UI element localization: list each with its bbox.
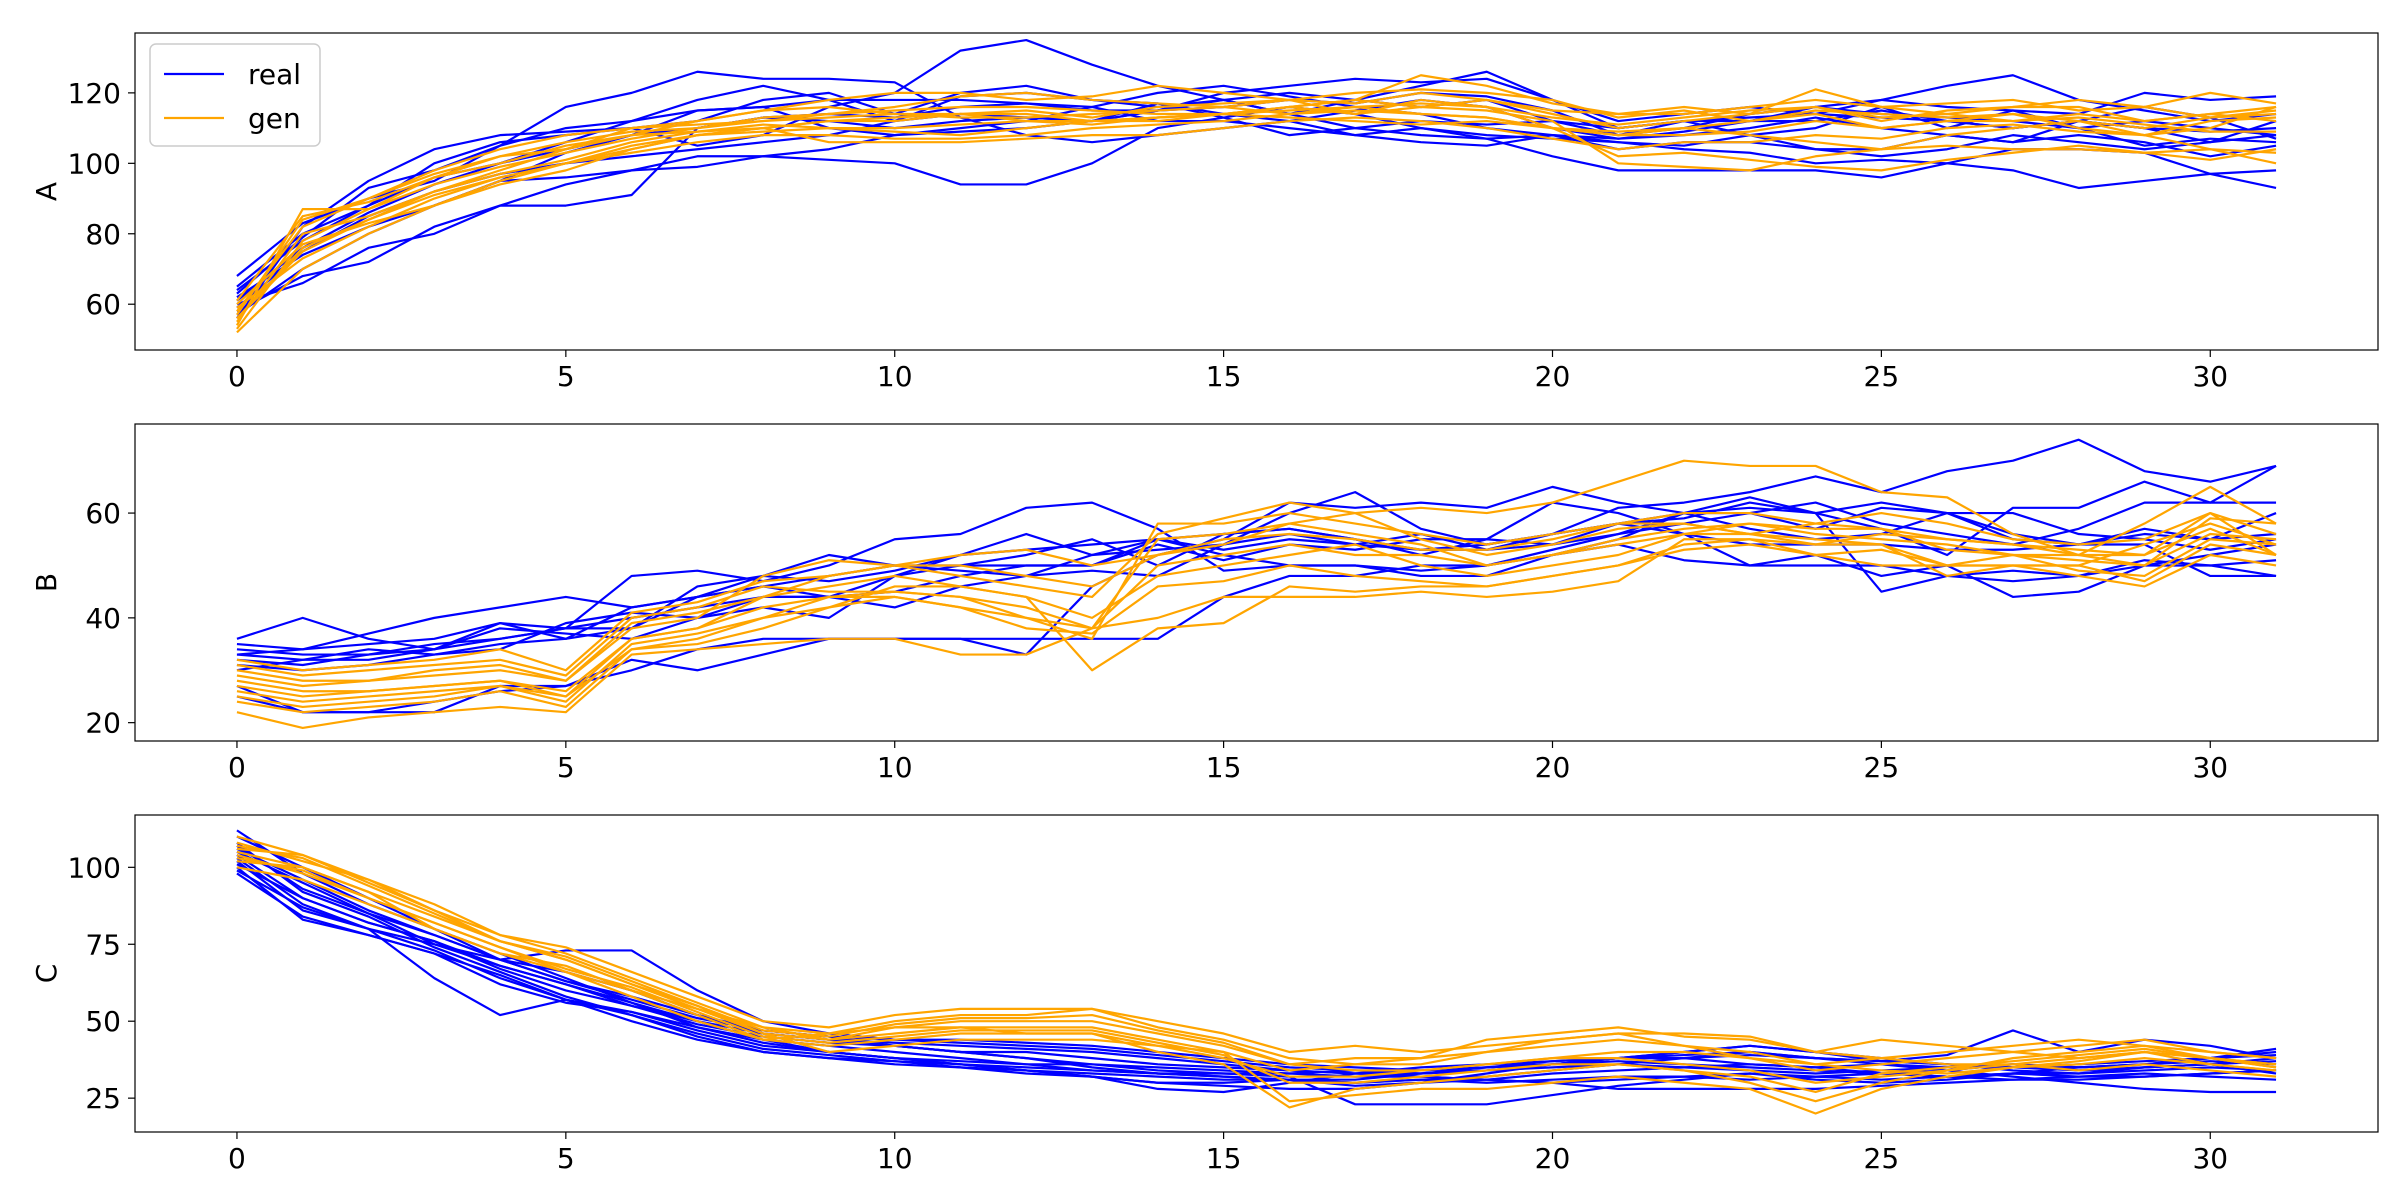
series-line-real-6	[236, 522, 2277, 651]
series-line-real-4	[236, 860, 2277, 1094]
y-tick-label: 60	[85, 497, 121, 530]
series-line-real-5	[236, 38, 2277, 319]
x-tick-label: 5	[557, 751, 575, 784]
x-tick-label: 10	[877, 1142, 913, 1175]
y-axis-label: A	[30, 182, 63, 201]
y-tick-label: 120	[68, 77, 121, 110]
y-tick-label: 40	[85, 602, 121, 635]
x-tick-label: 15	[1206, 360, 1242, 393]
x-tick-label: 30	[2192, 360, 2228, 393]
x-tick-label: 0	[228, 1142, 246, 1175]
y-tick-label: 80	[85, 218, 121, 251]
series-line-real-0	[236, 84, 2277, 277]
x-tick-label: 10	[877, 751, 913, 784]
x-tick-label: 30	[2192, 1142, 2228, 1175]
series-line-gen-15	[236, 105, 2277, 306]
series-line-gen-17	[236, 517, 2277, 698]
x-tick-label: 5	[557, 1142, 575, 1175]
series-line-gen-21	[236, 857, 2277, 1094]
y-tick-label: 100	[68, 147, 121, 180]
series-line-real-1	[236, 501, 2277, 661]
series-group	[235, 38, 2277, 334]
series-line-real-2	[236, 464, 2277, 656]
legend-label-real: real	[248, 58, 301, 91]
series-line-gen-19	[236, 105, 2277, 330]
y-tick-label: 60	[85, 288, 121, 321]
series-line-gen-16	[236, 105, 2277, 323]
x-tick-label: 30	[2192, 751, 2228, 784]
series-group	[236, 829, 2277, 1115]
subplot-c: 0 5 10 15 20 25 30 25 50 75 100 C	[30, 814, 2379, 1175]
y-tick-label: 25	[85, 1082, 121, 1115]
series-line-real-7	[236, 70, 2277, 295]
series-line-gen-12	[236, 522, 2277, 703]
series-line-real-7	[236, 501, 2277, 667]
series-line-gen-18	[236, 543, 2277, 709]
series-line-gen-17	[236, 98, 2277, 316]
y-tick-label: 50	[85, 1005, 121, 1038]
series-group	[236, 438, 2277, 730]
series-line-gen-14	[236, 538, 2277, 730]
y-tick-label: 75	[85, 928, 121, 961]
series-line-gen-19	[236, 866, 2277, 1084]
series-line-real-10	[236, 98, 2277, 292]
x-tick-label: 5	[557, 360, 575, 393]
series-line-gen-17	[236, 835, 2277, 1066]
series-line-gen-13	[236, 538, 2277, 714]
legend: real gen	[149, 43, 321, 147]
x-tick-label: 25	[1864, 751, 1900, 784]
axes-frame	[134, 814, 2379, 1133]
series-line-real-2	[236, 102, 2277, 313]
y-tick-label: 20	[85, 707, 121, 740]
series-line-gen-14	[235, 88, 2277, 326]
x-tick-label: 15	[1206, 1142, 1242, 1175]
axes-frame	[134, 423, 2379, 742]
legend-box	[149, 43, 321, 147]
series-line-gen-20	[236, 844, 2277, 1072]
series-line-gen-14	[236, 853, 2277, 1075]
x-tick-label: 15	[1206, 751, 1242, 784]
series-line-gen-18	[236, 850, 2277, 1072]
series-line-real-9	[236, 501, 2277, 656]
x-tick-label: 20	[1535, 751, 1571, 784]
x-tick-label: 0	[228, 751, 246, 784]
series-line-real-10	[236, 863, 2277, 1106]
series-line-gen-13	[236, 841, 2277, 1066]
x-tick-label: 20	[1535, 1142, 1571, 1175]
axes-frame	[134, 32, 2379, 351]
series-line-gen-10	[236, 459, 2277, 698]
x-tick-label: 25	[1864, 1142, 1900, 1175]
series-line-real-12	[236, 869, 2277, 1094]
x-tick-label: 20	[1535, 360, 1571, 393]
y-axis-label: B	[30, 573, 63, 592]
series-line-real-11	[236, 844, 2277, 1075]
series-line-real-3	[236, 98, 2277, 306]
x-tick-label: 25	[1864, 360, 1900, 393]
legend-label-gen: gen	[248, 102, 301, 135]
series-line-real-3	[236, 438, 2277, 672]
x-tick-label: 0	[228, 360, 246, 393]
series-line-real-8	[236, 532, 2277, 672]
x-tick-label: 10	[877, 360, 913, 393]
y-axis-label: C	[30, 964, 63, 984]
subplot-b: 0 5 10 15 20 25 30 20 40 60 B	[30, 423, 2379, 784]
series-line-gen-19	[236, 511, 2277, 672]
y-tick-label: 100	[68, 851, 121, 884]
series-line-gen-21	[236, 91, 2277, 320]
